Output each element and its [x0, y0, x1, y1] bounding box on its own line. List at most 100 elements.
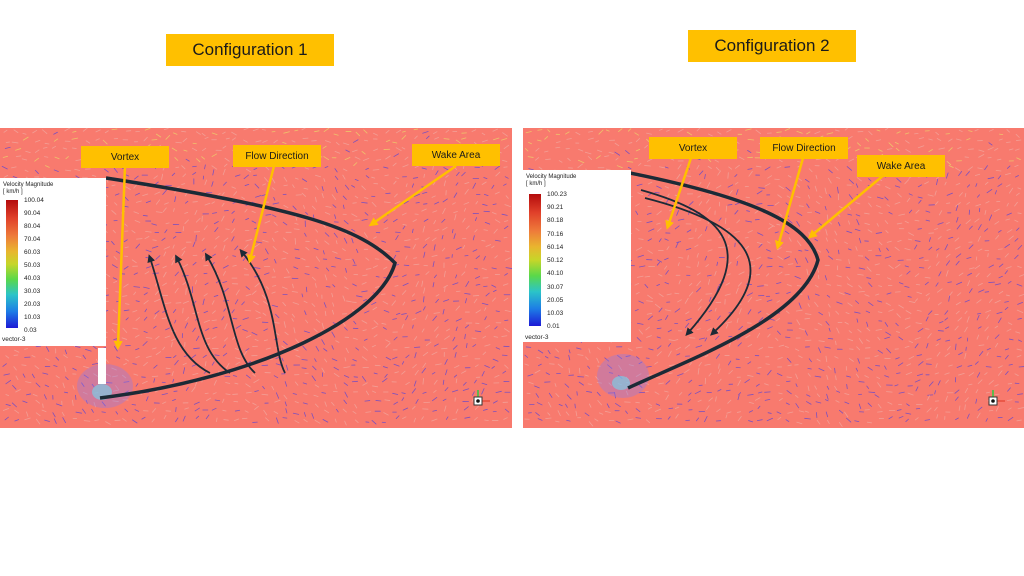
velocity-vector [858, 291, 865, 293]
velocity-vector [271, 237, 275, 242]
velocity-vector [484, 344, 491, 347]
velocity-vector [786, 195, 791, 198]
velocity-vector [364, 212, 369, 216]
velocity-vector [945, 395, 948, 402]
velocity-vector [818, 195, 823, 199]
velocity-vector [966, 184, 970, 188]
velocity-vector [756, 419, 763, 422]
velocity-vector [855, 148, 860, 152]
velocity-vector [608, 151, 614, 154]
velocity-vector [453, 192, 458, 198]
velocity-vector [898, 213, 906, 216]
velocity-vector [72, 399, 74, 406]
velocity-vector [746, 292, 753, 297]
wake-area-callout: Wake Area [412, 144, 500, 166]
velocity-vector [445, 369, 448, 376]
velocity-vector [794, 258, 798, 264]
velocity-vector [924, 281, 929, 286]
velocity-vector [868, 282, 873, 288]
velocity-vector [225, 137, 230, 140]
velocity-vector [946, 192, 953, 196]
velocity-vector [454, 365, 460, 369]
velocity-vector [292, 184, 295, 188]
velocity-vector [717, 131, 722, 135]
velocity-vector [452, 262, 458, 265]
velocity-vector [866, 266, 872, 272]
velocity-vector [1017, 265, 1022, 269]
velocity-vector [173, 132, 178, 135]
velocity-vector [638, 162, 642, 166]
velocity-vector [62, 147, 67, 150]
velocity-vector [644, 144, 648, 149]
velocity-vector [656, 327, 662, 330]
velocity-vector [778, 392, 783, 395]
velocity-vector [1006, 212, 1012, 216]
velocity-vector [524, 354, 529, 358]
velocity-vector [372, 213, 377, 215]
velocity-vector [858, 338, 863, 344]
velocity-vector [34, 157, 39, 162]
velocity-vector [935, 176, 940, 180]
velocity-vector [211, 361, 215, 366]
velocity-vector [361, 282, 367, 285]
velocity-vector [1015, 331, 1021, 334]
velocity-vector [504, 408, 510, 413]
velocity-vector [1016, 355, 1022, 358]
velocity-vector [213, 245, 218, 249]
velocity-vector [558, 160, 563, 163]
velocity-vector [796, 221, 800, 227]
velocity-vector [184, 211, 189, 214]
velocity-vector [998, 317, 1002, 324]
velocity-vector [756, 332, 761, 338]
velocity-vector [958, 336, 962, 340]
velocity-vector [143, 331, 148, 334]
velocity-vector [374, 286, 380, 288]
velocity-vector [271, 304, 279, 308]
velocity-vector [728, 233, 730, 239]
velocity-vector [958, 129, 963, 132]
velocity-vector [805, 178, 810, 183]
velocity-vector [293, 266, 299, 270]
velocity-vector [975, 204, 981, 207]
velocity-vector [295, 355, 301, 358]
velocity-vector [105, 373, 112, 377]
velocity-vector [481, 370, 485, 377]
velocity-vector [452, 336, 456, 342]
velocity-vector [836, 301, 843, 305]
velocity-vector [917, 328, 924, 333]
velocity-vector [926, 358, 932, 360]
velocity-vector [806, 268, 809, 275]
velocity-vector [1017, 393, 1023, 395]
velocity-vector [211, 181, 214, 187]
velocity-vector [273, 139, 278, 144]
velocity-vector [244, 183, 250, 186]
velocity-vector [998, 365, 1003, 369]
velocity-vector [452, 202, 456, 205]
velocity-vector [323, 348, 328, 352]
velocity-vector [994, 300, 1001, 304]
velocity-vector [251, 210, 256, 214]
velocity-vector [775, 337, 779, 341]
velocity-vector [362, 382, 368, 386]
velocity-vector [1005, 218, 1011, 221]
velocity-vector [335, 142, 340, 146]
velocity-vector [656, 185, 662, 189]
velocity-vector [125, 174, 130, 177]
velocity-vector [905, 325, 911, 329]
velocity-vector [868, 202, 872, 208]
velocity-vector [936, 253, 939, 258]
velocity-vector [262, 385, 265, 390]
velocity-vector [435, 333, 439, 338]
velocity-vector [442, 227, 448, 231]
velocity-vector [446, 328, 451, 332]
velocity-vector [875, 293, 880, 296]
velocity-vector [758, 347, 764, 350]
velocity-vector [685, 248, 692, 251]
velocity-vector [964, 299, 970, 303]
velocity-vector [413, 417, 416, 423]
velocity-vector [301, 359, 308, 361]
velocity-vector [1005, 371, 1009, 376]
velocity-vector [608, 372, 614, 374]
velocity-vector [725, 389, 731, 392]
velocity-vector [504, 309, 511, 312]
